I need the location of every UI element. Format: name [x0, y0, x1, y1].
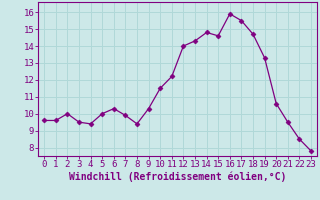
X-axis label: Windchill (Refroidissement éolien,°C): Windchill (Refroidissement éolien,°C): [69, 172, 286, 182]
